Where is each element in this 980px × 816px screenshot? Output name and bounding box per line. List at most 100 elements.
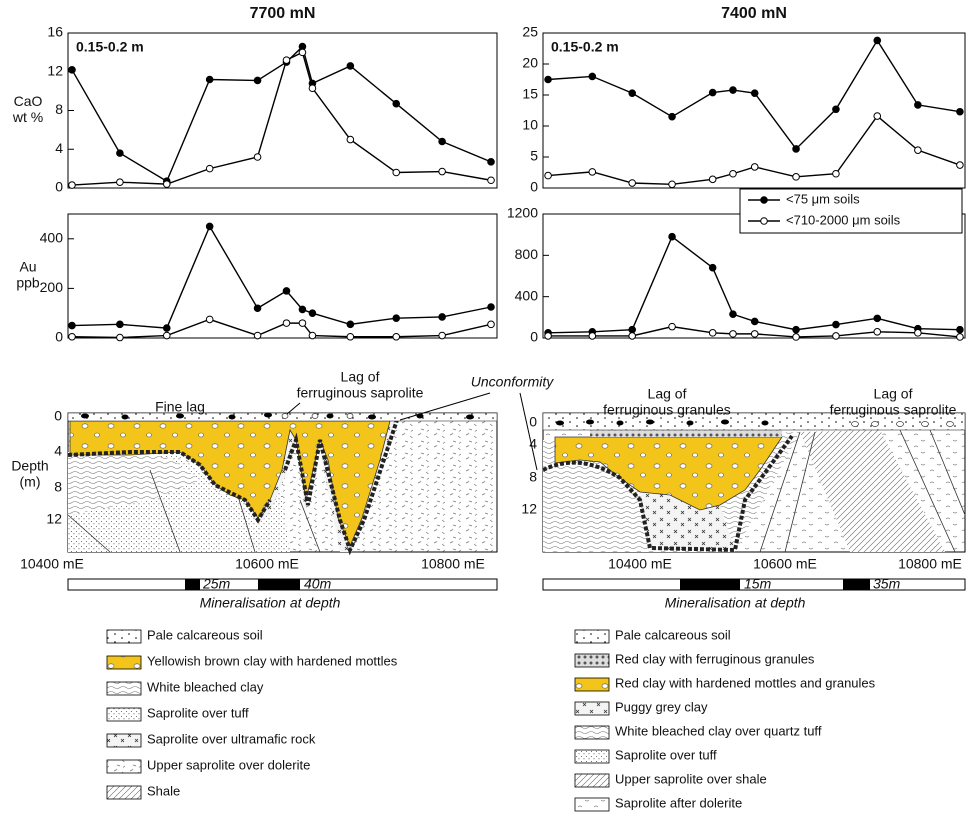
x-tick-label: 10600 mE (753, 556, 817, 572)
caption: Mineralisation at depth (665, 595, 806, 611)
data-point (346, 135, 355, 144)
y-axis-label: CaO (14, 93, 43, 109)
legend-label: Shale (147, 783, 180, 798)
series-line (71, 318, 492, 339)
data-point (729, 310, 737, 319)
data-point (205, 222, 214, 231)
data-point (116, 320, 124, 329)
series-line (548, 39, 961, 151)
legend-label: Yellowish brown clay with hardened mottl… (147, 653, 398, 668)
data-point (668, 232, 676, 241)
y-tick-label: 10 (522, 117, 538, 133)
legend-label: Red clay with ferruginous granules (615, 651, 815, 666)
legend-box (739, 188, 963, 234)
scale-label: 35m (873, 576, 901, 592)
data-point (487, 320, 495, 329)
data-point (628, 332, 636, 340)
annotation: Fine lag (155, 399, 205, 415)
data-point (792, 325, 800, 334)
plot-frame (67, 213, 498, 339)
scale-bar (67, 578, 966, 591)
y-tick-label: 20 (522, 55, 538, 71)
data-point (68, 66, 76, 74)
series-line (548, 235, 960, 334)
legend-label: Upper saprolite over dolerite (147, 757, 310, 772)
series-line (548, 325, 960, 338)
data-point (750, 89, 759, 97)
data-point (544, 75, 552, 84)
depth-tick-label: 0 (54, 408, 62, 424)
depth-tick-label: 0 (529, 414, 537, 430)
legend-swatch (106, 707, 142, 722)
legend-label: Saprolite over tuff (147, 705, 249, 720)
annotation: Lag of (648, 386, 687, 402)
depth-tick-label: 12 (521, 501, 537, 517)
y-tick-label: 1200 (507, 205, 538, 221)
depth-tick-label: 8 (54, 479, 62, 495)
series-line (71, 224, 492, 329)
data-point (253, 76, 262, 85)
data-point (487, 158, 495, 166)
data-point (792, 145, 800, 153)
y-tick-label: 800 (515, 246, 539, 262)
y-tick-label: 0 (55, 329, 63, 345)
series-line (548, 115, 961, 185)
y-axis-label: ppb (16, 275, 40, 291)
data-point (832, 320, 840, 329)
data-point (253, 304, 262, 313)
data-point (116, 178, 124, 186)
data-point (956, 325, 964, 334)
x-tick-label: 10800 mE (898, 556, 962, 572)
data-point (392, 314, 401, 322)
plot-frame (67, 32, 498, 189)
y-tick-label: 200 (40, 279, 64, 295)
data-point (308, 309, 317, 318)
data-point (162, 331, 171, 340)
y-tick-label: 4 (55, 140, 63, 156)
y-tick-label: 0 (55, 179, 63, 195)
depth-label: (m) (20, 474, 41, 490)
panel-label: 0.15-0.2 m (551, 39, 619, 55)
data-point (914, 329, 922, 337)
legend-marker (760, 196, 768, 204)
data-point (253, 331, 262, 340)
legend-swatch (106, 759, 142, 774)
legend-label: Upper saprolite over shale (615, 771, 767, 786)
data-point (487, 303, 495, 311)
annotation: ferruginous saprolite (297, 385, 424, 401)
legend-swatch (574, 749, 610, 764)
data-point (729, 330, 737, 338)
y-tick-label: 0 (530, 179, 538, 195)
data-point (588, 332, 597, 340)
data-point (487, 176, 495, 185)
chart-title: 7400 mN (721, 5, 787, 22)
x-tick-label: 10400 mE (608, 556, 672, 572)
legend-label: Pale calcareous soil (615, 627, 731, 642)
legend-swatch (106, 733, 142, 748)
data-point (298, 305, 307, 314)
x-tick-label: 10400 mE (20, 556, 84, 572)
data-point (298, 48, 307, 57)
cross-section-7700 (67, 412, 498, 556)
caption: Mineralisation at depth (200, 595, 341, 611)
scale-label: 40m (304, 576, 332, 592)
x-tick-label: 10800 mE (421, 556, 485, 572)
legend-label: <710-2000 μm soils (786, 212, 901, 227)
legend-swatch (574, 773, 610, 788)
data-point (438, 137, 446, 146)
data-point (392, 99, 401, 108)
series-line (71, 51, 492, 186)
data-point (750, 163, 759, 171)
panel-label: 0.15-0.2 m (76, 39, 144, 55)
legend-swatch (574, 725, 610, 740)
data-point (346, 332, 355, 341)
data-point (588, 168, 597, 176)
depth-tick-label: 4 (54, 443, 62, 459)
data-point (438, 167, 446, 176)
depth-tick-label: 8 (529, 469, 537, 485)
data-point (832, 332, 840, 340)
data-point (438, 313, 446, 321)
depth-tick-label: 12 (46, 511, 62, 527)
data-point (956, 333, 964, 341)
